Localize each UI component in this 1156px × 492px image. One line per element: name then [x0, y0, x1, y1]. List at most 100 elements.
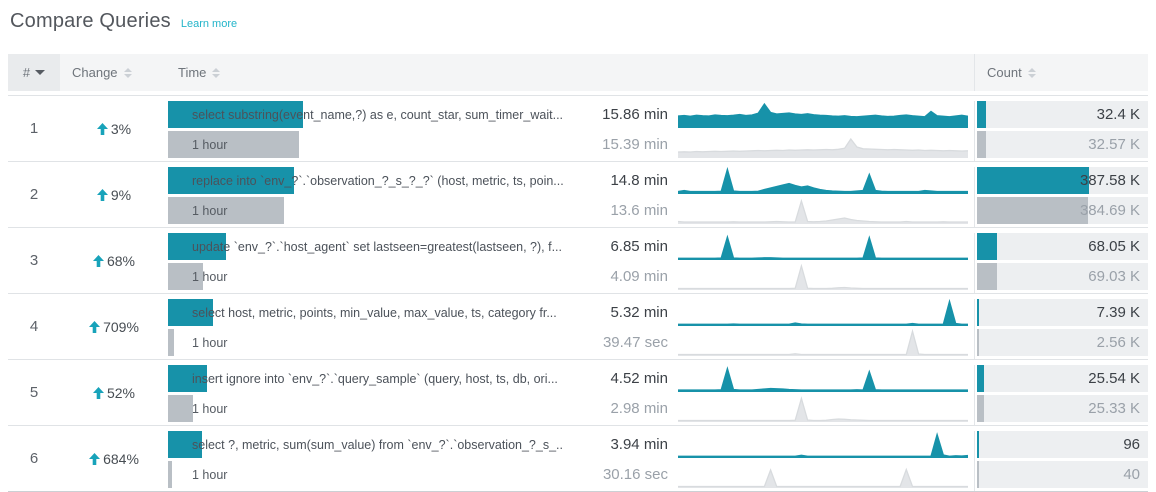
time-bar-current: [168, 365, 207, 392]
time-line-current: insert ignore into `env_?`.`query_sample…: [168, 365, 678, 392]
count-value-current: 387.58 K: [1079, 172, 1140, 189]
time-cell: select substring(event_name,?) as e, cou…: [168, 101, 678, 161]
count-value-compare: 25.33 K: [1088, 400, 1140, 417]
compare-period-label: 1 hour: [192, 203, 228, 218]
column-header-change[interactable]: Change: [60, 54, 168, 91]
page-title: Compare Queries: [10, 10, 171, 32]
time-line-compare: 1 hour 2.98 min: [168, 395, 678, 422]
column-header-time[interactable]: Time: [168, 54, 678, 91]
sparkline-chart-current: [678, 432, 968, 458]
sparkline-chart-compare: [678, 329, 968, 356]
count-bar-current: [977, 233, 997, 260]
row-number: 4: [29, 318, 39, 335]
compare-period-label: 1 hour: [192, 137, 228, 152]
time-value-compare: 30.16 sec: [602, 466, 668, 483]
count-value-compare: 2.56 K: [1096, 334, 1140, 351]
change-cell: 684%: [60, 431, 168, 491]
change-value: 3%: [110, 120, 132, 137]
time-value-compare: 39.47 sec: [602, 334, 668, 351]
count-value-current: 25.54 K: [1088, 370, 1140, 387]
count-value-current: 32.4 K: [1096, 106, 1140, 123]
change-value: 709%: [103, 318, 139, 335]
change-value: 684%: [103, 450, 139, 467]
time-value-compare: 4.09 min: [610, 268, 668, 285]
time-line-compare: 1 hour 15.39 min: [168, 131, 678, 158]
column-label: #: [22, 65, 31, 80]
time-bar-compare: [168, 263, 203, 290]
time-bar-current: [168, 233, 227, 260]
sparkline-compare-wrap: [678, 197, 974, 224]
sort-icon: [123, 67, 132, 78]
count-line-current: 96: [977, 431, 1148, 458]
query-row: 1 3% select substring(event_name,?) as e…: [8, 95, 1148, 161]
query-text-link[interactable]: insert ignore into `env_?`.`query_sample…: [192, 371, 558, 386]
count-line-compare: 40: [977, 461, 1148, 488]
row-number: 1: [29, 120, 39, 137]
sparkline-compare-wrap: [678, 131, 974, 158]
time-value-current: 5.32 min: [610, 304, 668, 321]
count-value-compare: 32.57 K: [1088, 136, 1140, 153]
column-header-count[interactable]: Count: [974, 54, 1148, 91]
time-cell: select ?, metric, sum(sum_value) from `e…: [168, 431, 678, 491]
count-cell: 68.05 K 69.03 K: [974, 233, 1148, 293]
page-header: Compare Queries Learn more: [8, 10, 1148, 33]
time-value-current: 3.94 min: [610, 436, 668, 453]
count-value-current: 68.05 K: [1088, 238, 1140, 255]
count-value-current: 96: [1123, 436, 1140, 453]
table-header-row: # Change Time Count: [8, 54, 1148, 91]
row-number: 5: [29, 384, 39, 401]
sparkline-compare-wrap: [678, 329, 974, 356]
row-number: 6: [29, 450, 39, 467]
count-bar-compare: [977, 329, 979, 356]
time-bar-current: [168, 167, 294, 194]
count-bar-current: [977, 365, 985, 392]
sparkline-chart-current: [678, 366, 968, 392]
time-cell: select host, metric, points, min_value, …: [168, 299, 678, 359]
count-value-current: 7.39 K: [1096, 304, 1140, 321]
query-text-link[interactable]: replace into `env_?`.`observation_?_s_?_…: [192, 173, 564, 188]
time-line-current: select ?, metric, sum(sum_value) from `e…: [168, 431, 678, 458]
time-bar-current: [168, 101, 303, 128]
change-cell: 9%: [60, 167, 168, 227]
query-text-link[interactable]: update `env_?`.`host_agent` set lastseen…: [192, 239, 563, 254]
count-bar-compare: [977, 461, 979, 488]
time-value-compare: 15.39 min: [602, 136, 668, 153]
change-value: 9%: [110, 186, 132, 203]
column-header-rank[interactable]: #: [8, 54, 60, 91]
count-line-current: 32.4 K: [977, 101, 1148, 128]
increase-arrow-icon: [96, 122, 108, 135]
sparkline-compare-wrap: [678, 461, 974, 488]
rank-cell: 5: [8, 365, 60, 425]
query-text-link[interactable]: select substring(event_name,?) as e, cou…: [192, 107, 564, 122]
count-line-compare: 25.33 K: [977, 395, 1148, 422]
query-row: 3 68% update `env_?`.`host_agent` set la…: [8, 227, 1148, 293]
increase-arrow-icon: [89, 452, 101, 465]
count-line-current: 387.58 K: [977, 167, 1148, 194]
query-row: 5 52% insert ignore into `env_?`.`query_…: [8, 359, 1148, 425]
sparkline-chart-compare: [678, 396, 968, 422]
sort-icon: [212, 67, 221, 78]
sparkline-chart-compare: [678, 263, 968, 290]
change-value: 52%: [106, 384, 136, 401]
query-text-link[interactable]: select host, metric, points, min_value, …: [192, 305, 557, 320]
time-line-current: select substring(event_name,?) as e, cou…: [168, 101, 678, 128]
time-bar-compare: [168, 461, 173, 488]
sparkline-cell: [678, 299, 974, 359]
count-bar-compare: [977, 197, 1089, 224]
count-cell: 7.39 K 2.56 K: [974, 299, 1148, 359]
increase-arrow-icon: [92, 254, 104, 267]
query-row: 4 709% select host, metric, points, min_…: [8, 293, 1148, 359]
learn-more-link[interactable]: Learn more: [180, 18, 238, 30]
sparkline-current-wrap: [678, 365, 974, 392]
sparkline-cell: [678, 431, 974, 491]
rank-cell: 2: [8, 167, 60, 227]
query-text-link[interactable]: select ?, metric, sum(sum_value) from `e…: [192, 437, 564, 452]
time-value-current: 4.52 min: [610, 370, 668, 387]
time-cell: update `env_?`.`host_agent` set lastseen…: [168, 233, 678, 293]
count-line-compare: 384.69 K: [977, 197, 1148, 224]
count-line-current: 68.05 K: [977, 233, 1148, 260]
sparkline-cell: [678, 101, 974, 161]
count-line-compare: 2.56 K: [977, 329, 1148, 356]
queries-table: # Change Time Count 1 3%: [8, 54, 1148, 492]
sparkline-chart-compare: [678, 198, 968, 224]
